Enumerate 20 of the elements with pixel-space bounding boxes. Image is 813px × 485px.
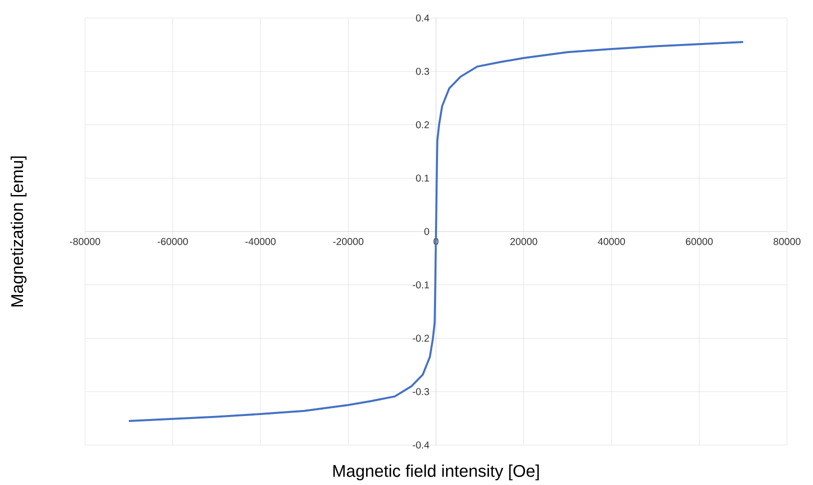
y-tick-label: -0.1 <box>412 281 430 288</box>
y-tick-label: 0.1 <box>416 174 430 182</box>
y-tick-label: -0.2 <box>412 334 429 342</box>
x-tick-label: -60000 <box>158 238 188 246</box>
x-tick-label: -40000 <box>245 238 276 246</box>
y-tick-label: 0.2 <box>416 121 429 128</box>
y-tick-label: 0 <box>424 228 430 236</box>
y-tick-label: 0.3 <box>416 68 430 75</box>
x-tick-label: -80000 <box>70 238 100 246</box>
x-axis-title: Magnetic field intensity [Oe] <box>333 464 539 480</box>
x-tick-label: -20000 <box>333 238 364 246</box>
x-tick-label: 80000 <box>774 238 800 246</box>
y-tick-label: 0.4 <box>416 14 430 22</box>
y-axis-title: Magnetization [emu] <box>10 156 26 306</box>
y-tick-label: -0.3 <box>412 388 430 396</box>
x-tick-label: 40000 <box>598 238 625 246</box>
x-tick-label: 20000 <box>510 238 538 246</box>
y-tick-label: -0.4 <box>412 441 430 449</box>
x-tick-label: 60000 <box>686 238 713 246</box>
line-series <box>128 41 744 422</box>
